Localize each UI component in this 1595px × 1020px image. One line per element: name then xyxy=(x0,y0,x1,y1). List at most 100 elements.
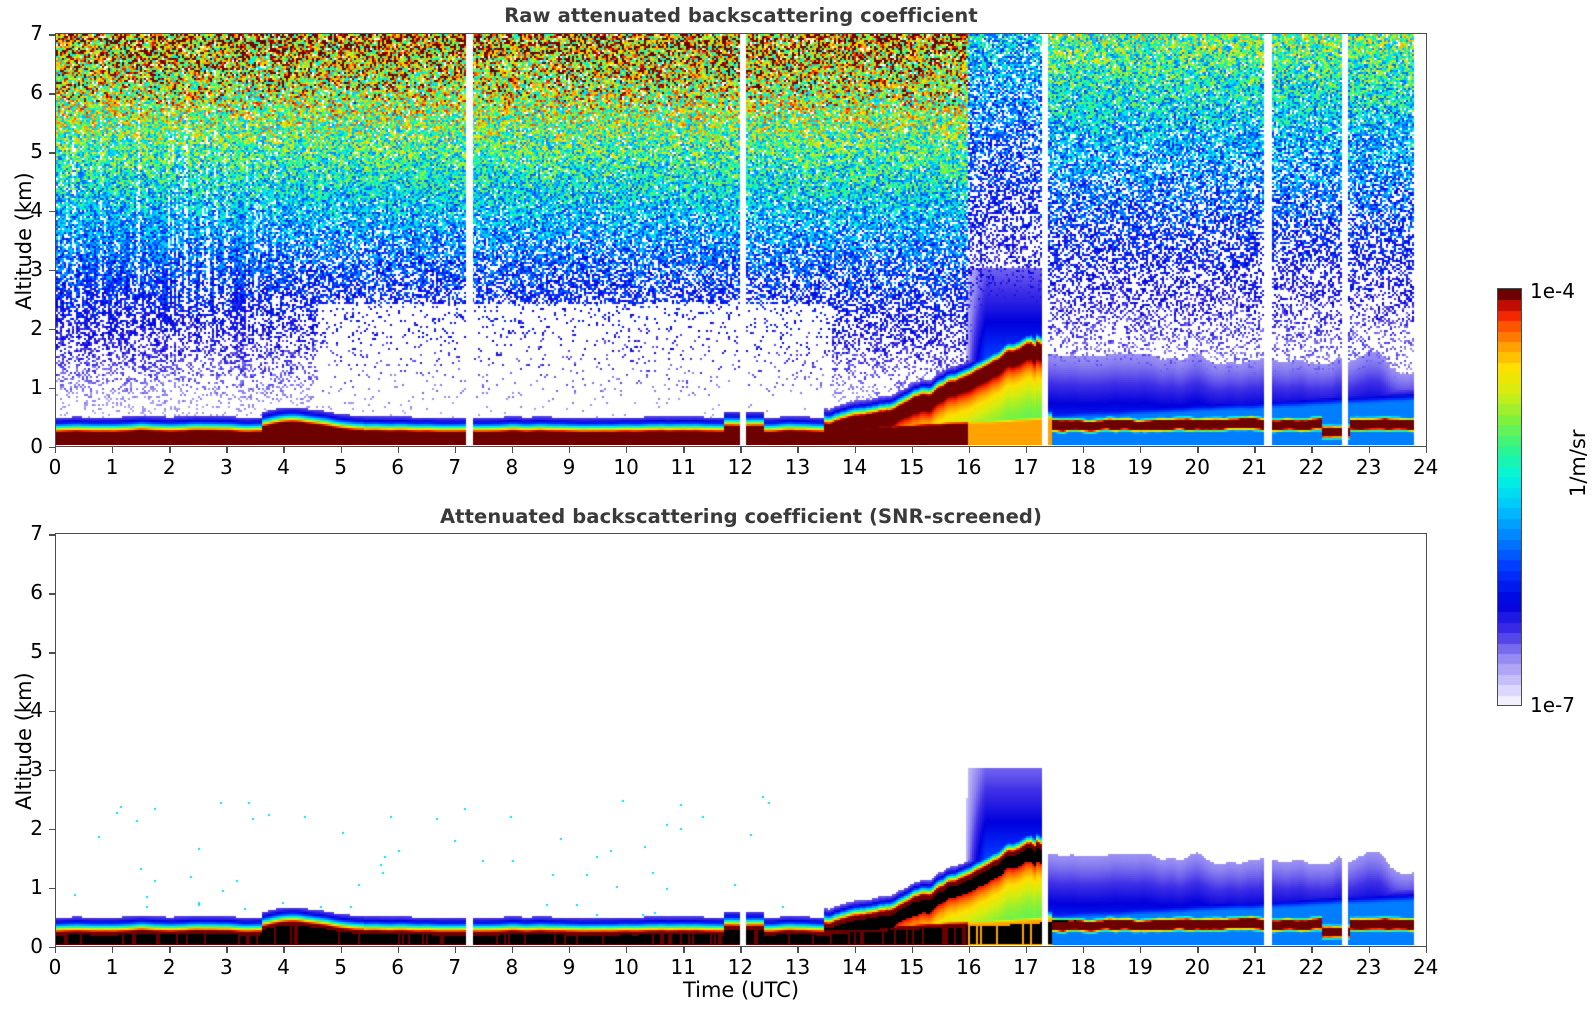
y-tick-snr-5 xyxy=(49,652,55,654)
y-tick-raw-0 xyxy=(49,447,55,449)
y-tick-raw-5 xyxy=(49,152,55,154)
x-ticklabel-raw-17: 17 xyxy=(1013,455,1039,479)
x-tick-snr-5 xyxy=(340,947,342,953)
colorbar xyxy=(1497,288,1522,706)
x-ticklabel-raw-11: 11 xyxy=(670,455,696,479)
y-tick-snr-1 xyxy=(49,888,55,890)
x-tick-raw-15 xyxy=(911,447,913,453)
x-ticklabel-snr-23: 23 xyxy=(1355,955,1382,979)
x-tick-snr-4 xyxy=(283,947,285,953)
x-tick-snr-22 xyxy=(1311,947,1313,953)
x-ticklabel-snr-12: 12 xyxy=(727,955,754,979)
y-ticklabel-raw-6: 6 xyxy=(30,80,43,105)
y-ticklabel-snr-2: 2 xyxy=(30,816,43,841)
x-tick-snr-6 xyxy=(397,947,399,953)
y-ticklabel-raw-5: 5 xyxy=(30,139,43,164)
y-tick-raw-7 xyxy=(49,34,55,36)
y-axis-label-snr: Altitude (km) xyxy=(12,672,36,810)
y-tick-snr-7 xyxy=(49,534,55,536)
x-tick-snr-12 xyxy=(740,947,742,953)
x-ticklabel-snr-16: 16 xyxy=(956,955,982,979)
x-tick-raw-3 xyxy=(226,447,228,453)
colorbar-min-label: 1e-7 xyxy=(1530,693,1575,717)
x-ticklabel-snr-15: 15 xyxy=(898,955,925,979)
panel-title-snr: Attenuated backscattering coefficient (S… xyxy=(439,505,1043,528)
x-ticklabel-raw-1: 1 xyxy=(105,455,119,479)
x-ticklabel-snr-13: 13 xyxy=(784,955,811,979)
y-ticklabel-snr-7: 7 xyxy=(30,521,43,546)
x-tick-raw-0 xyxy=(55,447,57,453)
y-ticklabel-raw-7: 7 xyxy=(30,21,43,46)
x-tick-snr-24 xyxy=(1425,947,1427,953)
x-tick-raw-7 xyxy=(454,447,457,453)
y-ticklabel-raw-4: 4 xyxy=(30,198,43,223)
x-ticklabel-raw-13: 13 xyxy=(784,455,811,479)
x-ticklabel-snr-1: 1 xyxy=(105,955,119,979)
y-tick-snr-2 xyxy=(49,829,55,831)
x-axis-label: Time (UTC) xyxy=(682,978,800,1002)
y-tick-snr-4 xyxy=(49,711,55,713)
x-tick-raw-17 xyxy=(1025,447,1028,453)
x-ticklabel-snr-14: 14 xyxy=(841,955,868,979)
x-ticklabel-raw-16: 16 xyxy=(956,455,982,479)
x-ticklabel-snr-19: 19 xyxy=(1127,955,1153,979)
x-ticklabel-raw-10: 10 xyxy=(613,455,639,479)
x-tick-raw-4 xyxy=(283,447,285,453)
x-ticklabel-snr-3: 3 xyxy=(219,955,233,979)
x-tick-raw-14 xyxy=(854,447,856,453)
y-tick-snr-0 xyxy=(49,947,55,949)
x-tick-snr-14 xyxy=(854,947,856,953)
y-ticklabel-snr-5: 5 xyxy=(30,639,43,664)
x-tick-snr-11 xyxy=(683,947,685,953)
x-ticklabel-raw-5: 5 xyxy=(334,455,347,479)
x-tick-raw-9 xyxy=(569,447,571,453)
x-ticklabel-raw-4: 4 xyxy=(277,455,290,479)
x-tick-raw-19 xyxy=(1140,447,1142,453)
x-ticklabel-raw-9: 9 xyxy=(562,455,576,479)
x-ticklabel-snr-2: 2 xyxy=(162,955,176,979)
x-ticklabel-raw-20: 20 xyxy=(1184,455,1210,479)
x-tick-snr-19 xyxy=(1140,947,1142,953)
y-tick-raw-1 xyxy=(49,388,55,390)
x-ticklabel-raw-8: 8 xyxy=(505,455,519,479)
x-tick-snr-2 xyxy=(169,947,171,953)
x-ticklabel-snr-6: 6 xyxy=(391,955,405,979)
x-ticklabel-raw-21: 21 xyxy=(1241,455,1268,479)
heatmap-snr xyxy=(56,534,1425,945)
x-ticklabel-snr-7: 7 xyxy=(448,955,462,979)
y-ticklabel-raw-2: 2 xyxy=(30,316,43,341)
x-tick-snr-21 xyxy=(1254,947,1256,953)
x-tick-raw-16 xyxy=(968,447,971,453)
x-tick-snr-15 xyxy=(911,947,913,953)
y-ticklabel-raw-0: 0 xyxy=(30,434,43,458)
x-ticklabel-raw-6: 6 xyxy=(391,455,405,479)
x-tick-snr-18 xyxy=(1083,947,1085,953)
y-ticklabel-snr-4: 4 xyxy=(30,698,43,723)
x-ticklabel-snr-4: 4 xyxy=(277,955,290,979)
x-ticklabel-snr-21: 21 xyxy=(1241,955,1268,979)
x-tick-raw-24 xyxy=(1425,447,1427,453)
x-ticklabel-snr-22: 22 xyxy=(1298,955,1325,979)
x-ticklabel-snr-20: 20 xyxy=(1184,955,1210,979)
y-tick-snr-3 xyxy=(49,770,55,772)
y-ticklabel-snr-6: 6 xyxy=(30,580,43,605)
x-tick-raw-10 xyxy=(626,447,628,453)
y-tick-raw-2 xyxy=(49,329,55,331)
x-tick-snr-1 xyxy=(112,947,114,953)
x-tick-snr-17 xyxy=(1025,947,1028,953)
y-tick-raw-4 xyxy=(49,211,55,213)
y-tick-snr-6 xyxy=(49,593,55,595)
plot-area-raw xyxy=(55,33,1427,447)
x-tick-snr-9 xyxy=(569,947,571,953)
x-tick-raw-2 xyxy=(169,447,171,453)
x-tick-raw-1 xyxy=(112,447,114,453)
x-ticklabel-raw-18: 18 xyxy=(1070,455,1096,479)
y-axis-label-raw: Altitude (km) xyxy=(12,172,36,310)
plot-area-snr xyxy=(55,533,1427,947)
x-ticklabel-snr-0: 0 xyxy=(48,955,62,979)
x-tick-snr-16 xyxy=(968,947,971,953)
x-ticklabel-raw-3: 3 xyxy=(219,455,233,479)
x-tick-snr-8 xyxy=(511,947,514,953)
x-ticklabel-snr-9: 9 xyxy=(562,955,576,979)
x-ticklabel-raw-2: 2 xyxy=(162,455,176,479)
